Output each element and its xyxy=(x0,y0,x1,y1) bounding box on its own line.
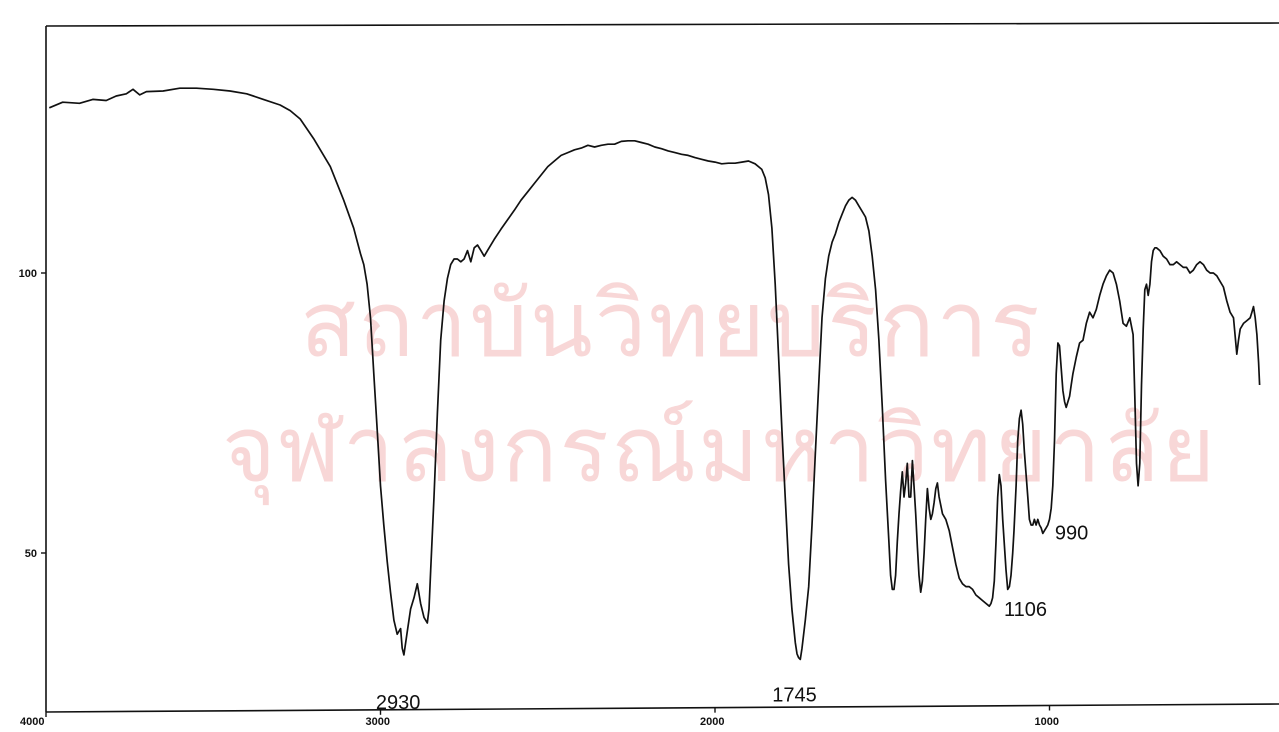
x-tick-label-2000: 2000 xyxy=(700,716,724,728)
peak-label-2930: 2930 xyxy=(376,692,421,714)
x-tick-label-4000: 4000 xyxy=(20,716,44,728)
peak-label-1106: 1106 xyxy=(1004,599,1047,621)
x-tick-label-1000: 1000 xyxy=(1035,716,1059,728)
plot-frame-bottom xyxy=(45,703,1279,713)
x-tick-label-3000: 3000 xyxy=(366,716,390,728)
peak-label-1745: 1745 xyxy=(772,684,817,706)
plot-frame-top xyxy=(45,22,1279,27)
y-tick-label-50: 50 xyxy=(25,548,37,560)
y-tick-label-100: 100 xyxy=(19,268,37,280)
peak-label-990: 990 xyxy=(1055,523,1088,545)
spectrum-series-line-0 xyxy=(48,87,1261,661)
